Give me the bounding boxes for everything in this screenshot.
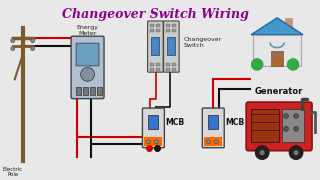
Bar [83,87,88,95]
Bar [156,29,160,32]
Text: Changeover Switch Wiring: Changeover Switch Wiring [62,8,249,21]
Bar [156,68,160,71]
Circle shape [284,126,289,131]
Text: Electric
Pole: Electric Pole [3,166,23,177]
Circle shape [154,140,158,144]
Text: Generator: Generator [255,87,303,96]
Bar [166,63,170,66]
Text: MCB: MCB [165,118,185,127]
FancyBboxPatch shape [76,43,99,66]
Bar [151,37,159,55]
Text: Energy
Meter: Energy Meter [76,25,99,36]
Bar [208,115,218,129]
Circle shape [293,114,299,118]
Bar [150,29,154,32]
Bar [166,24,170,27]
Bar [144,137,162,146]
Bar [172,68,176,71]
Bar [167,37,175,55]
Bar [204,137,222,146]
Bar [282,109,304,142]
Circle shape [147,140,150,144]
FancyBboxPatch shape [148,21,163,72]
Circle shape [11,47,15,51]
Bar [172,29,176,32]
Bar [166,29,170,32]
Circle shape [287,58,299,70]
Bar [172,24,176,27]
FancyBboxPatch shape [202,108,224,148]
Bar [76,87,81,95]
Polygon shape [251,18,303,35]
Text: MCB: MCB [225,118,244,127]
Circle shape [11,39,15,43]
Circle shape [255,146,269,160]
Circle shape [31,47,35,51]
Text: Changeover
Switch: Changeover Switch [183,37,221,48]
Bar [172,63,176,66]
FancyBboxPatch shape [164,21,179,72]
Bar [150,24,154,27]
Bar [156,24,160,27]
FancyBboxPatch shape [246,102,312,151]
Circle shape [81,68,94,81]
Bar [150,68,154,71]
Circle shape [206,140,210,144]
Bar [251,109,279,142]
Circle shape [289,146,303,160]
Bar [285,18,292,34]
Bar [271,51,283,66]
Circle shape [31,39,35,43]
Circle shape [251,58,263,70]
Circle shape [260,150,265,155]
Bar [156,63,160,66]
Bar [90,87,94,95]
Bar [166,68,170,71]
Bar [97,87,101,95]
Bar [253,35,301,66]
Circle shape [284,114,289,118]
Circle shape [293,126,299,131]
FancyBboxPatch shape [71,36,104,99]
Circle shape [214,140,218,144]
FancyBboxPatch shape [142,108,164,148]
Circle shape [293,150,299,155]
Bar [150,63,154,66]
Bar [148,115,158,129]
